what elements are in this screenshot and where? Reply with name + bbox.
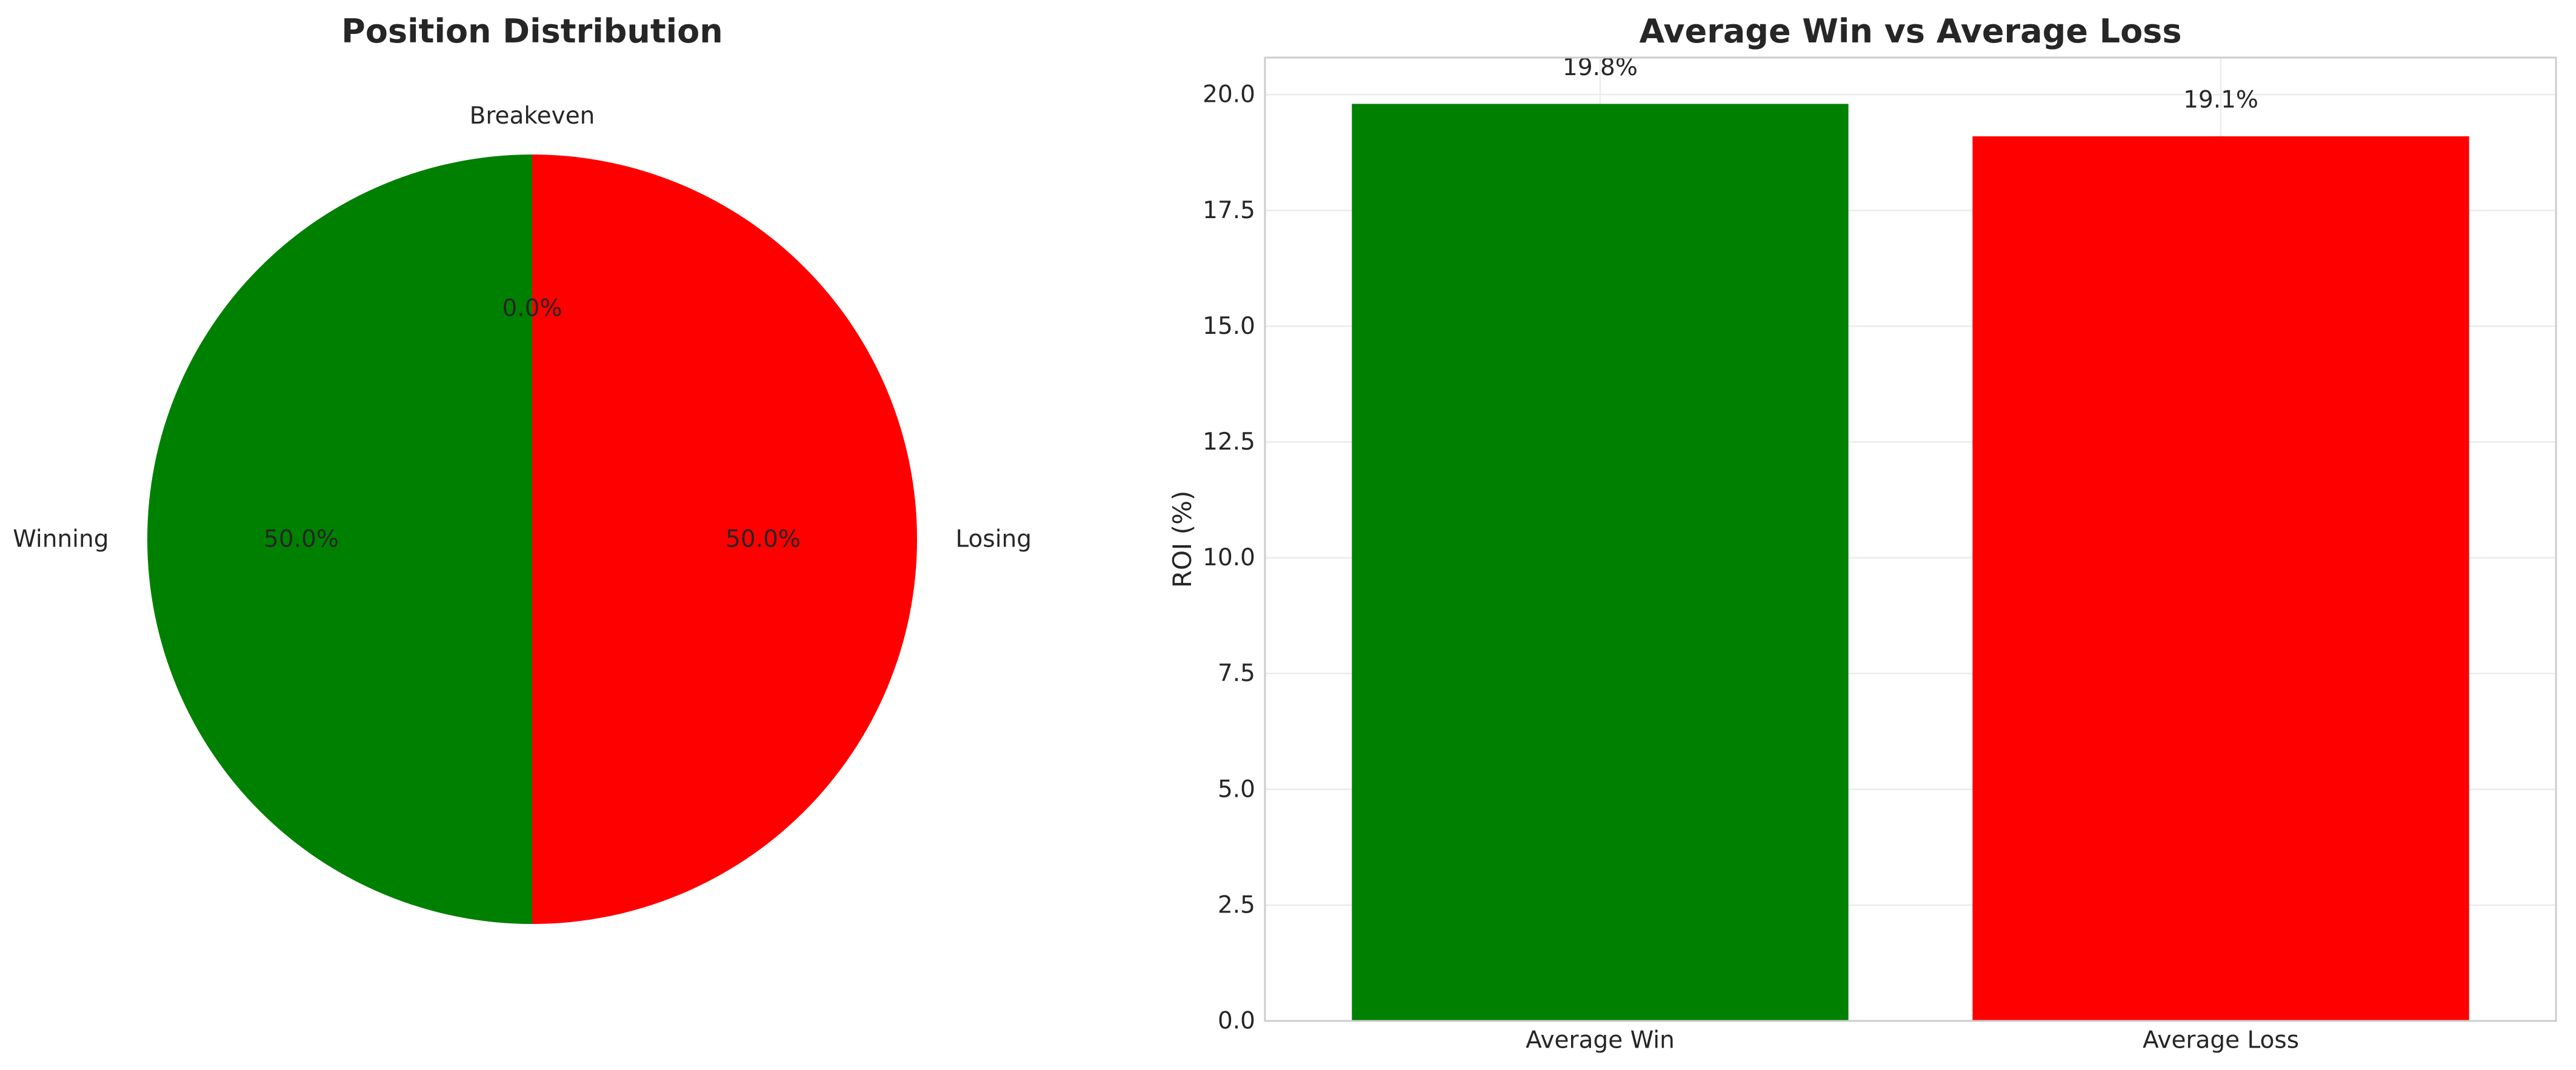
- pie-slices: [147, 155, 917, 924]
- pie-label-losing: Losing: [956, 526, 1032, 553]
- y-tick-label: 2.5: [1218, 891, 1255, 919]
- y-tick-label: 5.0: [1218, 776, 1255, 803]
- bar-chart-x-ticks: Average Win Average Loss: [1526, 1027, 2299, 1054]
- bar-chart-y-axis-label: ROI (%): [1167, 491, 1197, 588]
- pie-slice-winning: [147, 155, 532, 924]
- pie-label-breakeven: Breakeven: [470, 102, 595, 130]
- bar-chart-title: Average Win vs Average Loss: [1640, 12, 2182, 50]
- y-tick-label: 10.0: [1203, 544, 1255, 571]
- y-tick-label: 12.5: [1203, 428, 1255, 456]
- pie-percent-winning: 50.0%: [264, 526, 339, 553]
- pie-chart: Position Distribution Winning 50.0% Losing…: [13, 12, 1032, 924]
- pie-chart-title: Position Distribution: [341, 12, 722, 50]
- y-tick-label: 15.0: [1203, 313, 1255, 340]
- y-tick-label: 0.0: [1218, 1008, 1255, 1035]
- bar-chart-y-ticks: 0.0 2.5 5.0 7.5 10.0 12.5 15.0 17.5 20.0: [1203, 81, 1255, 1035]
- pie-label-winning: Winning: [13, 526, 108, 553]
- bar-value-label-average-loss: 19.1%: [2183, 86, 2258, 113]
- bar-chart: Average Win vs Average Loss 0.0 2.5 5.0 7.5…: [1167, 12, 2557, 1054]
- pie-percent-breakeven: 0.0%: [502, 295, 562, 322]
- bar-chart-frame: [1264, 56, 2557, 1022]
- bar-average-win: [1352, 104, 1849, 1022]
- pie-labels: Winning 50.0% Losing 50.0% Breakeven 0.0%: [13, 102, 1032, 553]
- x-tick-label-average-win: Average Win: [1526, 1027, 1675, 1054]
- y-tick-label: 17.5: [1203, 197, 1255, 224]
- x-tick-label-average-loss: Average Loss: [2143, 1027, 2299, 1054]
- pie-slice-losing: [532, 155, 917, 924]
- y-tick-label: 20.0: [1203, 81, 1255, 108]
- pie-percent-losing: 50.0%: [726, 526, 801, 553]
- bar-average-loss: [1972, 136, 2469, 1022]
- bar-chart-bars: [1352, 104, 2469, 1022]
- y-tick-label: 7.5: [1218, 660, 1255, 687]
